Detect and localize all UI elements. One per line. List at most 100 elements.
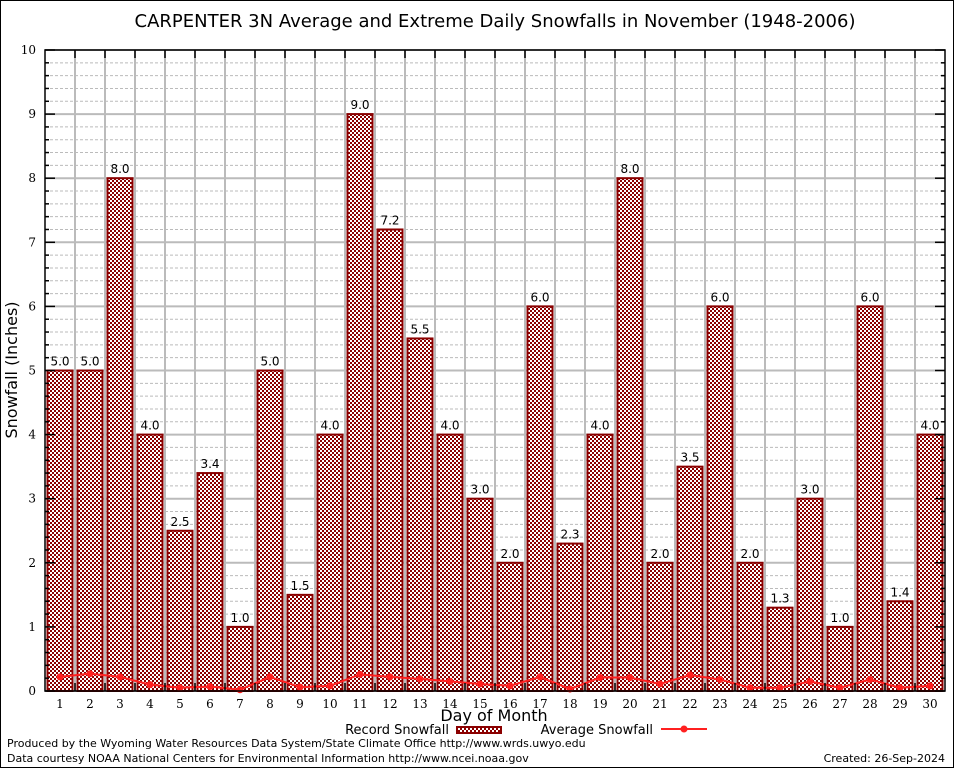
average-point-day-16 xyxy=(506,682,514,690)
y-tick-label: 5 xyxy=(28,364,36,378)
record-bars xyxy=(46,113,944,693)
bar-day-2 xyxy=(76,369,104,692)
average-point-day-26 xyxy=(806,677,814,685)
average-point-day-7 xyxy=(236,686,244,694)
x-tick-label: 9 xyxy=(296,697,304,711)
grid xyxy=(45,49,945,692)
bar-day-15 xyxy=(466,497,494,693)
chart-title: CARPENTER 3N Average and Extreme Daily S… xyxy=(135,11,856,32)
bar-day-27 xyxy=(826,625,854,693)
bar-value-label: 3.0 xyxy=(470,483,489,497)
average-point-day-9 xyxy=(296,683,304,691)
average-point-day-21 xyxy=(656,680,664,688)
bar-value-label: 4.0 xyxy=(320,419,339,433)
x-tick-label: 24 xyxy=(742,697,758,711)
x-tick-label: 1 xyxy=(56,697,64,711)
bar-value-label: 5.5 xyxy=(410,322,429,336)
bar-labels: 5.0 5.0 8.0 4.0 2.5 3.4 1.0 5.0 1.5 4.0 9.0 7.2 5.5 4… xyxy=(50,98,939,625)
x-tick-label: 23 xyxy=(712,697,727,711)
created-date: Created: 26-Sep-2024 xyxy=(824,752,945,765)
bar-value-label: 4.0 xyxy=(920,419,939,433)
y-tick-label: 3 xyxy=(28,492,36,506)
bar-day-11 xyxy=(346,113,374,693)
average-point-day-14 xyxy=(446,677,454,685)
bar-value-label: 4.0 xyxy=(140,419,159,433)
x-tick-label: 5 xyxy=(176,697,184,711)
x-tick-label: 20 xyxy=(622,697,637,711)
bar-value-label: 5.0 xyxy=(260,355,279,369)
average-point-day-2 xyxy=(86,670,94,678)
average-point-day-6 xyxy=(206,683,214,691)
credit-line-1: Produced by the Wyoming Water Resources … xyxy=(7,737,586,750)
y-axis-label: Snowfall (Inches) xyxy=(2,301,21,438)
bar-value-label: 9.0 xyxy=(350,98,369,112)
y-tick-label: 10 xyxy=(21,43,36,57)
average-point-day-25 xyxy=(776,684,784,692)
bar-value-label: 2.3 xyxy=(560,528,579,542)
bar-value-label: 7.2 xyxy=(380,213,399,227)
average-point-day-10 xyxy=(326,682,334,690)
bar-day-14 xyxy=(436,433,464,692)
x-tick-label: 11 xyxy=(352,697,367,711)
bar-day-3 xyxy=(106,177,134,692)
bar-day-24 xyxy=(736,561,764,692)
average-point-day-17 xyxy=(536,673,544,681)
bar-day-17 xyxy=(526,305,554,692)
bar-value-label: 1.4 xyxy=(890,585,909,599)
bar-day-28 xyxy=(856,305,884,692)
x-tick-label: 30 xyxy=(922,697,937,711)
bar-value-label: 6.0 xyxy=(530,290,549,304)
bar-value-label: 1.0 xyxy=(830,611,849,625)
average-point-day-1 xyxy=(56,673,64,681)
average-point-day-4 xyxy=(146,681,154,689)
bar-day-26 xyxy=(796,497,824,693)
axes xyxy=(44,49,946,692)
bar-day-7 xyxy=(226,625,254,693)
legend-label-average: Average Snowfall xyxy=(541,723,653,738)
average-point-day-28 xyxy=(866,675,874,683)
x-tick-label: 22 xyxy=(682,697,697,711)
average-point-day-23 xyxy=(716,675,724,683)
bar-value-label: 3.0 xyxy=(800,483,819,497)
bar-value-label: 4.0 xyxy=(590,419,609,433)
average-point-day-29 xyxy=(896,684,904,692)
bar-value-label: 5.0 xyxy=(80,355,99,369)
x-tick-label: 7 xyxy=(236,697,244,711)
y-tick-label: 0 xyxy=(28,684,36,698)
bar-value-label: 8.0 xyxy=(110,162,129,176)
average-point-day-11 xyxy=(356,670,364,678)
x-tick-label: 16 xyxy=(502,697,517,711)
bar-day-13 xyxy=(406,337,434,692)
x-tick-label: 25 xyxy=(772,697,787,711)
legend-swatch-record xyxy=(456,726,502,734)
x-tick-label: 15 xyxy=(472,697,487,711)
average-point-day-24 xyxy=(746,684,754,692)
x-tick-label: 19 xyxy=(592,697,607,711)
x-tick-label: 2 xyxy=(86,697,94,711)
bar-day-19 xyxy=(586,433,614,692)
x-tick-label: 27 xyxy=(832,697,847,711)
bar-day-12 xyxy=(376,228,404,692)
x-tick-labels: 1 2 3 4 5 6 7 8 9 10 11 12 13 14 15 16 17 18 19 20 21 22 23 24 2… xyxy=(56,697,937,711)
bar-day-16 xyxy=(496,561,524,692)
bar-value-label: 3.5 xyxy=(680,451,699,465)
legend-marker-average xyxy=(680,725,688,733)
average-point-day-22 xyxy=(686,671,694,679)
bar-day-22 xyxy=(676,465,704,692)
y-tick-label: 4 xyxy=(28,428,36,442)
y-tick-label: 9 xyxy=(28,107,36,121)
x-tick-label: 4 xyxy=(146,697,154,711)
y-tick-label: 8 xyxy=(28,171,36,185)
average-point-day-5 xyxy=(176,684,184,692)
bar-day-21 xyxy=(646,561,674,692)
y-tick-label: 2 xyxy=(28,556,36,570)
bar-value-label: 2.0 xyxy=(740,547,759,561)
credit-line-2: Data courtesy NOAA National Centers for … xyxy=(7,752,529,765)
average-point-day-27 xyxy=(836,684,844,692)
average-point-day-30 xyxy=(926,682,934,690)
bar-value-label: 2.5 xyxy=(170,515,189,529)
bar-value-label: 1.0 xyxy=(230,611,249,625)
bar-day-1 xyxy=(46,369,74,692)
average-point-day-12 xyxy=(386,673,394,681)
bar-value-label: 2.0 xyxy=(650,547,669,561)
